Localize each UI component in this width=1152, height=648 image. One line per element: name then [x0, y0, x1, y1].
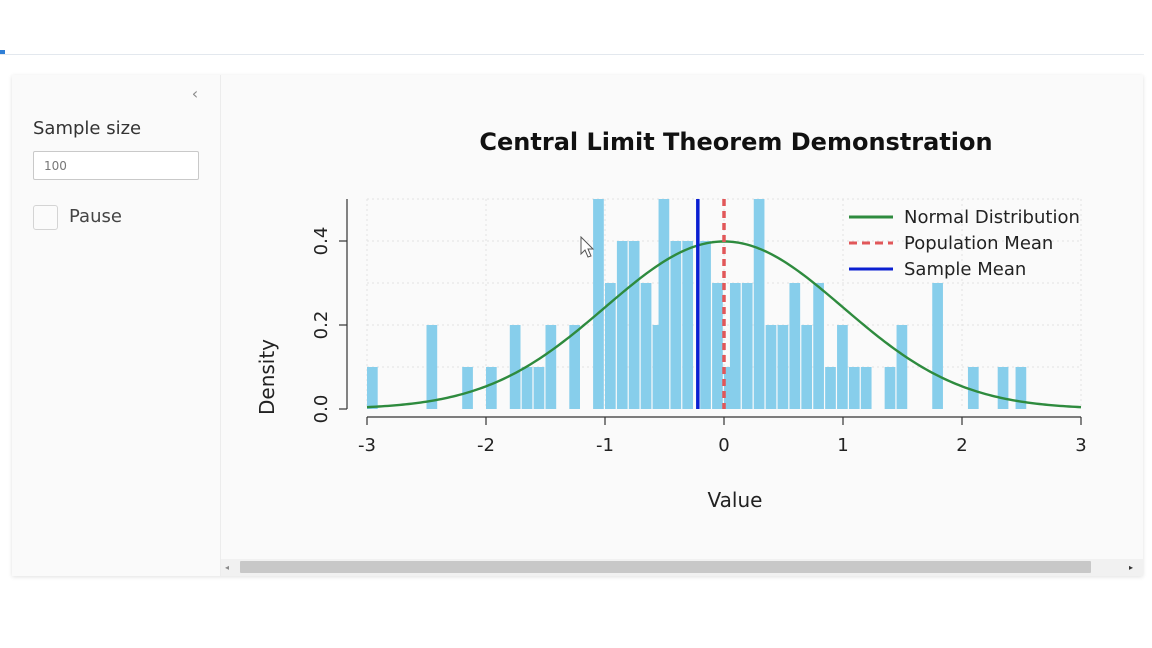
histogram-bar	[682, 241, 694, 409]
chevron-left-icon[interactable]: ‹	[191, 84, 199, 103]
histogram-bar	[712, 283, 723, 409]
legend: Normal Distribution Population Mean Sample…	[849, 207, 1080, 280]
histogram-bar	[569, 325, 580, 409]
y-tick-label: 0.2	[311, 311, 332, 340]
plot-area: Central Limit Theorem Demonstration -3 -2…	[221, 75, 1143, 559]
histogram-bar	[521, 367, 533, 409]
x-axis-label: Value	[708, 488, 763, 512]
histogram-bar	[813, 283, 824, 409]
histogram-bar	[837, 325, 848, 409]
histogram-bar	[700, 241, 711, 409]
arrow-left-icon[interactable]: ◂	[225, 563, 230, 572]
histogram-bar	[545, 325, 557, 409]
histogram-bar	[729, 283, 741, 409]
y-tick-label: 0.4	[311, 227, 332, 256]
x-tick-label: -1	[596, 435, 614, 456]
histogram-bars	[367, 199, 1027, 409]
pause-checkbox[interactable]	[33, 205, 58, 230]
mouse-pointer-icon	[580, 236, 595, 258]
legend-label: Population Mean	[904, 233, 1053, 254]
app-panel: ‹ Sample size Pause Central Limit Theore…	[12, 75, 1143, 576]
overlay-lines	[366, 199, 1082, 409]
histogram-bar	[640, 283, 652, 409]
histogram-bar	[486, 367, 497, 409]
clt-chart: Central Limit Theorem Demonstration -3 -2…	[255, 128, 1087, 512]
horizontal-scrollbar[interactable]: ◂ ▸	[221, 559, 1143, 576]
histogram-bar	[593, 199, 604, 409]
sample-size-label: Sample size	[33, 118, 142, 139]
histogram-bar	[616, 241, 628, 409]
histogram-bar	[825, 367, 836, 409]
histogram-bar	[896, 325, 908, 409]
x-tick-label: 0	[718, 435, 729, 456]
histogram-bar	[658, 199, 670, 409]
chart-title: Central Limit Theorem Demonstration	[479, 128, 992, 156]
x-tick-label: 2	[956, 435, 967, 456]
histogram-bar	[848, 367, 860, 409]
axes: -3 -2 -1 0 1 2 3 0.0 0.2 0.4	[311, 199, 1087, 456]
histogram-bar	[605, 283, 616, 409]
histogram-bar	[753, 199, 765, 409]
histogram-bar	[884, 367, 896, 409]
histogram-bar	[765, 325, 777, 409]
top-header-bar	[0, 0, 1144, 55]
scrollbar-thumb[interactable]	[240, 561, 1091, 573]
x-tick-label: 1	[837, 435, 848, 456]
legend-label: Normal Distribution	[904, 207, 1080, 228]
x-tick-label: 3	[1075, 435, 1086, 456]
x-tick-label: -2	[477, 435, 495, 456]
histogram-bar	[789, 283, 801, 409]
histogram-bar	[777, 325, 789, 409]
histogram-bar	[801, 325, 813, 409]
legend-label: Sample Mean	[904, 259, 1026, 280]
sidebar: ‹ Sample size Pause	[12, 75, 221, 576]
histogram-bar	[967, 367, 979, 409]
y-tick-label: 0.0	[311, 395, 332, 424]
histogram-bar	[724, 367, 735, 409]
x-tick-label: -3	[358, 435, 376, 456]
histogram-bar	[1015, 367, 1027, 409]
histogram-bar	[932, 283, 943, 409]
histogram-bar	[533, 367, 545, 409]
histogram-bar	[367, 367, 378, 409]
histogram-bar	[509, 325, 521, 409]
histogram-bar	[462, 367, 473, 409]
histogram-bar	[628, 241, 640, 409]
y-axis-label: Density	[255, 339, 279, 415]
arrow-right-icon[interactable]: ▸	[1129, 563, 1134, 572]
histogram-bar	[670, 241, 682, 409]
histogram-bar	[741, 283, 753, 409]
sample-size-input[interactable]	[33, 151, 199, 180]
histogram-bar	[652, 325, 664, 409]
histogram-bar	[860, 367, 872, 409]
header-accent	[0, 50, 5, 54]
histogram-bar	[997, 367, 1009, 409]
pause-label: Pause	[69, 206, 122, 227]
histogram-bar	[426, 325, 438, 409]
